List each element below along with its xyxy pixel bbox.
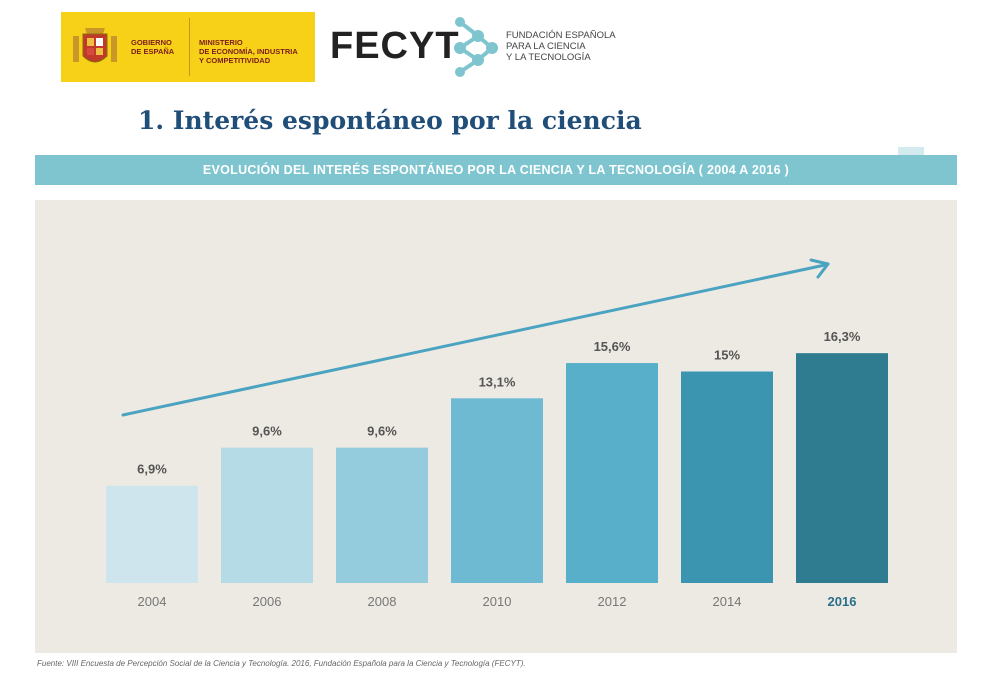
data-label-2014: 15% [714, 348, 740, 363]
data-label-2004: 6,9% [137, 462, 167, 477]
x-tick-2016: 2016 [828, 594, 857, 609]
x-tick-2008: 2008 [368, 594, 397, 609]
chart-panel: 6,9% 2004 9,6% 2006 9,6% 2008 13,1% 2010 15,6% 20… [35, 200, 957, 653]
gobierno-text: GOBIERNO DE ESPAÑA [131, 38, 175, 56]
bar-2004 [106, 485, 198, 583]
bar-chart: 6,9% 2004 9,6% 2006 9,6% 2008 13,1% 2010 15,6% 20… [106, 258, 888, 609]
band-decoration [898, 147, 924, 155]
chart-title: EVOLUCIÓN DEL INTERÉS ESPONTÁNEO POR LA … [202, 163, 790, 177]
data-label-2016: 16,3% [824, 329, 861, 344]
fecyt-molecule-icon [454, 17, 498, 77]
chart-title-band: EVOLUCIÓN DEL INTERÉS ESPONTÁNEO POR LA … [35, 155, 957, 185]
bar-2010 [451, 398, 543, 583]
bar-2006 [221, 447, 313, 583]
bar-2008 [336, 447, 428, 583]
data-label-2008: 9,6% [367, 424, 397, 439]
bar-2012 [566, 363, 658, 583]
bar-2014 [681, 371, 773, 583]
bar-2016 [796, 353, 888, 583]
page-title: 1. Interés espontáneo por la ciencia [138, 106, 642, 135]
trend-arrow-head [809, 258, 830, 279]
gobierno-logo: GOBIERNO DE ESPAÑA MINISTERIO DE ECONOMÍ… [61, 12, 315, 82]
x-tick-2010: 2010 [483, 594, 512, 609]
data-label-2010: 13,1% [479, 374, 516, 389]
ministerio-text: MINISTERIO DE ECONOMÍA, INDUSTRIA Y COMP… [199, 38, 298, 65]
fecyt-wordmark: FECYT [330, 25, 460, 67]
x-tick-2012: 2012 [598, 594, 627, 609]
x-tick-2006: 2006 [253, 594, 282, 609]
source-note: Fuente: VIII Encuesta de Percepción Soci… [37, 659, 526, 668]
fecyt-description: FUNDACIÓN ESPAÑOLA PARA LA CIENCIA Y LA … [506, 30, 616, 63]
data-label-2012: 15,6% [594, 339, 631, 354]
x-tick-2004: 2004 [138, 594, 167, 609]
logo-divider [189, 18, 190, 76]
coat-of-arms-icon [73, 28, 117, 63]
data-label-2006: 9,6% [252, 424, 282, 439]
x-tick-2014: 2014 [713, 594, 742, 609]
trend-arrow-line [121, 263, 827, 417]
